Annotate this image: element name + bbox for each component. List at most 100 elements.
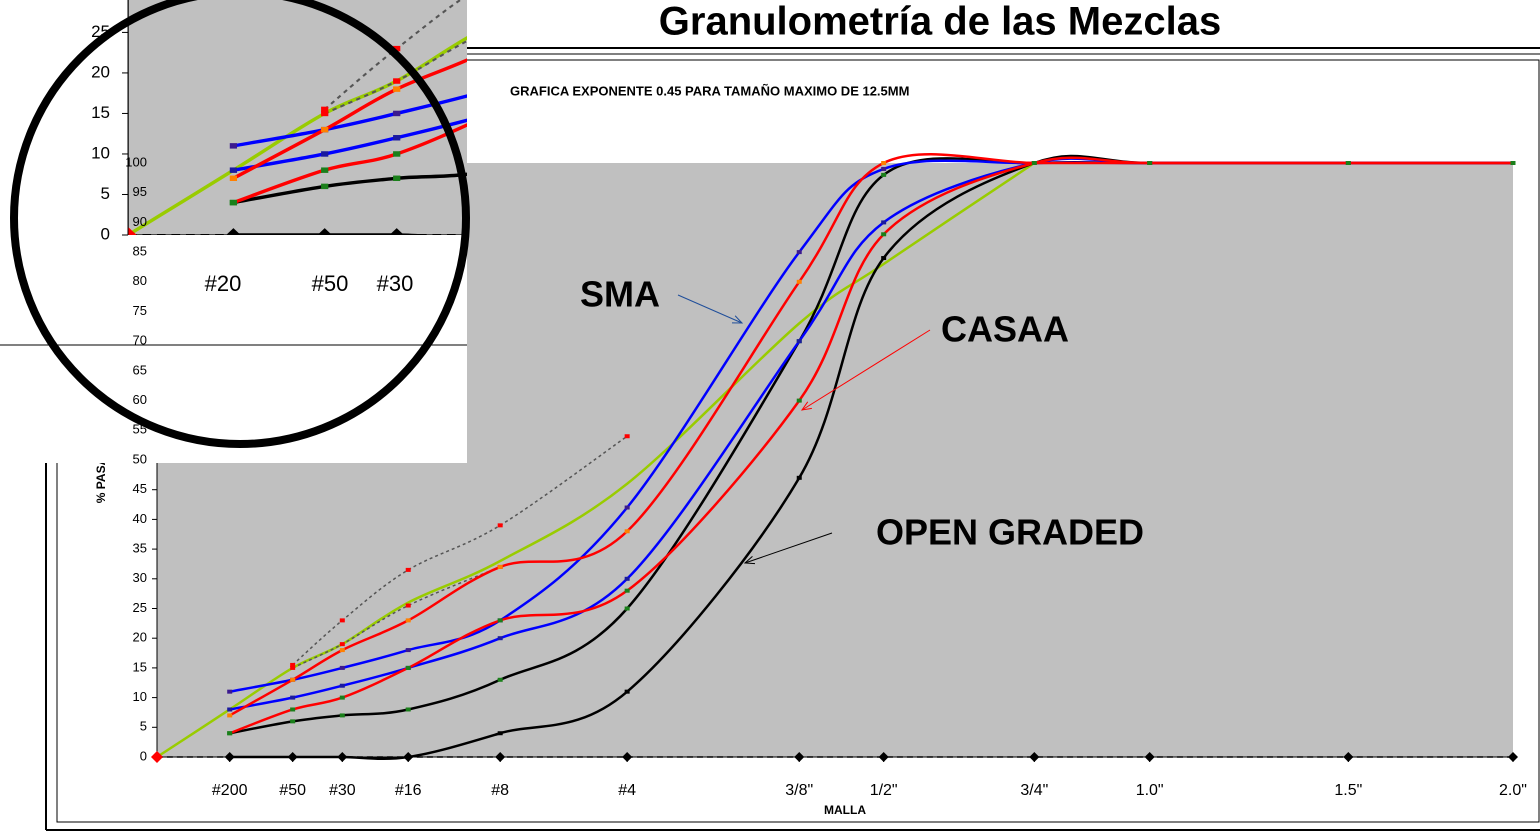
y-tick-label: 40 — [133, 511, 147, 526]
x-tick-label: #8 — [491, 782, 509, 799]
y-tick-label: 100 — [125, 154, 147, 169]
marker — [624, 576, 630, 581]
marker — [339, 713, 345, 718]
marker — [290, 665, 296, 670]
annotation-arrow — [677, 294, 743, 324]
marker — [796, 250, 802, 255]
marker — [495, 752, 506, 762]
inset-x-tick-label: #30 — [377, 271, 414, 296]
marker — [878, 752, 889, 762]
x-axis-label: MALLA — [824, 803, 866, 817]
slide-title: Granulometría de las Mezclas — [659, 0, 1221, 44]
marker — [290, 707, 296, 712]
annotation-arrow — [801, 329, 931, 411]
marker — [1147, 161, 1153, 165]
y-tick-label: 75 — [133, 303, 147, 318]
series-line — [292, 435, 628, 666]
marker — [339, 648, 345, 653]
marker — [405, 567, 411, 572]
marker — [339, 642, 345, 647]
x-tick-label: 3/8" — [785, 782, 813, 799]
inset-x-tick-label: #20 — [205, 271, 242, 296]
marker — [227, 689, 233, 694]
marker — [624, 606, 630, 611]
marker — [796, 475, 802, 480]
inset-y-tick-label: 5 — [101, 184, 110, 203]
marker — [624, 529, 630, 534]
annotation-arrowhead — [743, 555, 756, 565]
y-tick-label: 0 — [140, 748, 147, 763]
marker — [339, 755, 345, 759]
marker — [1345, 161, 1351, 165]
annotation-arrowhead — [800, 401, 812, 411]
marker — [624, 505, 630, 510]
marker — [290, 695, 296, 700]
marker — [405, 755, 411, 759]
series-line — [292, 566, 501, 669]
marker — [794, 752, 805, 762]
inset-y-tick-label: 0 — [101, 224, 110, 243]
x-tick-label: 1.5" — [1334, 782, 1362, 799]
y-tick-label: 55 — [133, 422, 147, 437]
x-tick-label: 2.0" — [1499, 782, 1527, 799]
x-tick-label: 1.0" — [1136, 782, 1164, 799]
y-tick-label: 30 — [133, 570, 147, 585]
y-axis-label: % PASA — [94, 456, 108, 503]
marker — [405, 618, 411, 623]
y-tick-label: 35 — [133, 541, 147, 556]
marker — [339, 665, 345, 670]
marker — [497, 523, 503, 528]
marker — [339, 683, 345, 688]
y-tick-label: 95 — [133, 184, 147, 199]
marker — [624, 434, 630, 439]
y-tick-label: 15 — [133, 659, 147, 674]
marker — [881, 166, 887, 171]
annotation: SMA — [580, 274, 660, 315]
marker — [405, 603, 411, 608]
marker — [227, 731, 233, 736]
y-tick-label: 25 — [133, 600, 147, 615]
marker — [227, 707, 233, 712]
marker — [1343, 752, 1354, 762]
marker — [290, 755, 296, 759]
marker — [1144, 752, 1155, 762]
series-line — [156, 161, 1036, 759]
inset-x-tick-label: #50 — [312, 271, 349, 296]
marker — [1510, 161, 1516, 165]
x-tick-label: #4 — [618, 782, 636, 799]
inset-y-tick-label: 20 — [91, 62, 110, 81]
y-tick-label: 5 — [140, 719, 147, 734]
marker — [405, 707, 411, 712]
x-tick-label: #30 — [329, 782, 356, 799]
x-tick-label: 1/2" — [870, 782, 898, 799]
marker — [497, 731, 503, 736]
marker — [796, 398, 802, 403]
x-tick-label: 3/4" — [1020, 782, 1048, 799]
inset-y-tick-label: 10 — [91, 143, 110, 162]
y-tick-label: 85 — [133, 244, 147, 259]
marker — [881, 220, 887, 225]
x-tick-label: #200 — [212, 782, 248, 799]
marker — [881, 172, 887, 177]
x-tick-label: #16 — [395, 782, 422, 799]
marker — [624, 588, 630, 593]
y-tick-label: 50 — [133, 451, 147, 466]
marker — [290, 677, 296, 682]
y-tick-label: 10 — [133, 689, 147, 704]
y-tick-label: 70 — [133, 333, 147, 348]
y-tick-label: 65 — [133, 362, 147, 377]
marker — [497, 636, 503, 641]
y-tick-label: 80 — [133, 273, 147, 288]
annotation-arrowhead — [731, 315, 744, 324]
y-tick-label: 45 — [133, 481, 147, 496]
marker — [1508, 752, 1518, 762]
x-tick-label: #50 — [279, 782, 306, 799]
marker — [796, 279, 802, 284]
annotation: OPEN GRADED — [876, 512, 1144, 553]
marker — [290, 662, 296, 667]
annotation-arrow — [744, 532, 833, 564]
marker — [881, 232, 887, 237]
marker — [881, 256, 887, 261]
y-tick-label: 90 — [133, 214, 147, 229]
